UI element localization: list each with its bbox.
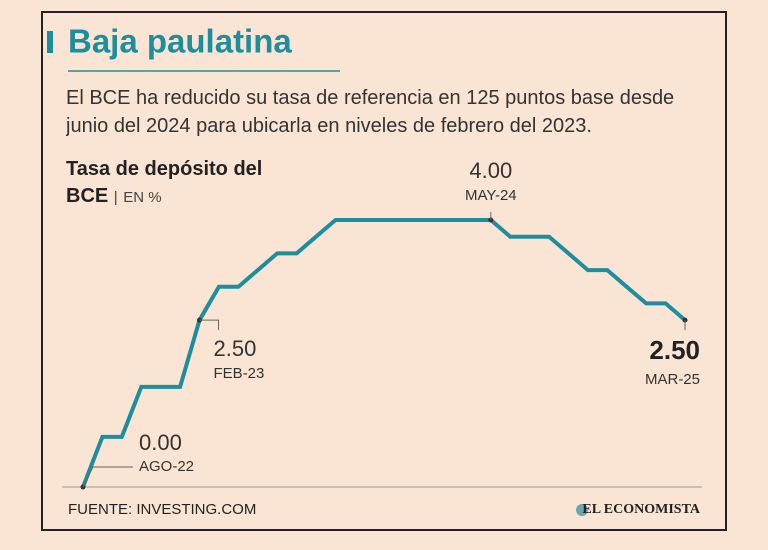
- source: FUENTE: INVESTING.COM: [68, 501, 256, 518]
- connector: [82, 466, 133, 488]
- y-label: Tasa de depósito del BCE: [66, 158, 263, 207]
- y-label-wrap: Tasa de depósito del BCE | EN %: [66, 156, 296, 211]
- connector: [199, 319, 220, 331]
- brand-icon: [576, 504, 588, 516]
- value-label: 4.00: [469, 158, 512, 183]
- subtitle: El BCE ha reducido su tasa de referencia…: [66, 87, 675, 137]
- value-label: 2.50: [649, 335, 700, 365]
- x-tick-label: MAY-24: [465, 187, 517, 204]
- x-tick-label: AGO-22: [139, 458, 194, 475]
- y-label-box: Tasa de depósito del BCE | EN %: [66, 156, 296, 211]
- value-label: 2.50: [214, 336, 257, 361]
- value-label: 0.00: [139, 430, 182, 455]
- title-marker: [47, 31, 53, 53]
- line: [81, 218, 687, 488]
- frame: [41, 11, 727, 531]
- y-unit-sep: |: [113, 189, 118, 206]
- y-unit: EN %: [123, 189, 162, 206]
- chart-title: Baja paulatina: [68, 23, 292, 60]
- x-tick-label: FEB-23: [214, 365, 265, 382]
- brand: EL ECONOMISTA: [582, 502, 700, 517]
- x-tick-label: MAR-25: [645, 371, 700, 388]
- subtitle-box: El BCE ha reducido su tasa de referencia…: [66, 87, 675, 137]
